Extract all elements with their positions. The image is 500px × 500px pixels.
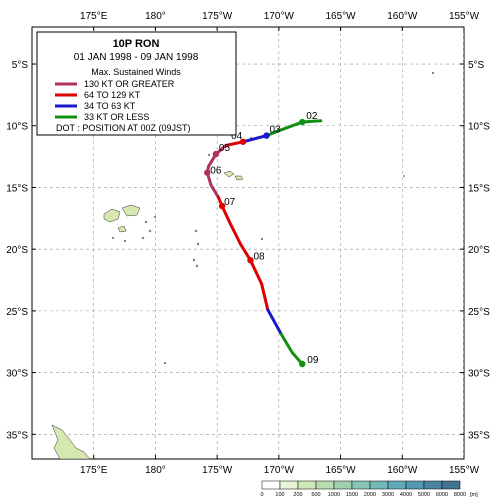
lat-tick-label-left: 10°S xyxy=(6,122,28,133)
lon-tick-label-bottom: 175°E xyxy=(80,465,108,476)
track-segment xyxy=(260,282,270,312)
scale-value: 5000 xyxy=(418,492,430,498)
lat-tick-label-right: 5°S xyxy=(468,60,485,71)
tonga-islands xyxy=(192,229,200,268)
lon-tick-label-bottom: 165°W xyxy=(326,465,357,476)
day-label-04: 04 xyxy=(231,131,243,142)
scale-swatch xyxy=(387,480,407,490)
legend-label-ty: 64 TO 129 KT xyxy=(84,90,141,100)
legend-title: 10P RON xyxy=(113,38,160,50)
scale-value: 500 xyxy=(311,492,320,498)
position-dot-06 xyxy=(204,169,211,176)
day-label-03: 03 xyxy=(270,125,282,136)
scale-value: 1500 xyxy=(346,492,358,498)
day-label-08: 08 xyxy=(253,251,265,262)
scale-swatch xyxy=(423,480,443,490)
position-dot-07 xyxy=(218,202,226,210)
scale-swatch xyxy=(405,480,425,490)
lon-tick-label-top: 175°E xyxy=(80,11,108,22)
scale-swatch xyxy=(333,480,353,490)
axis-ticks: 175°E 175°E 180° 180° 175°W 175°W 170°W 170°W 16… xyxy=(6,11,490,476)
track-segment xyxy=(227,220,243,246)
track-segment xyxy=(266,308,283,336)
day-label-06: 06 xyxy=(210,166,222,177)
scale-value: 4000 xyxy=(400,492,412,498)
lat-tick-label-left: 15°S xyxy=(6,183,28,194)
position-dot-08 xyxy=(247,257,254,264)
scale-swatch xyxy=(261,480,281,490)
lat-tick-label-left: 30°S xyxy=(6,369,28,380)
track-segment xyxy=(277,120,304,133)
scale-swatch xyxy=(315,480,335,490)
lon-tick-label-top: 170°W xyxy=(264,11,295,22)
track-segment xyxy=(241,134,269,144)
islands xyxy=(51,71,435,459)
position-dot-09 xyxy=(299,360,306,368)
track-segment xyxy=(248,258,264,286)
day-label-09: 09 xyxy=(307,355,319,366)
lon-tick-label-bottom: 175°W xyxy=(202,465,233,476)
day-label-05: 05 xyxy=(219,143,231,154)
lat-tick-label-left: 35°S xyxy=(6,430,28,441)
scale-unit: [m] xyxy=(470,492,478,498)
legend-period: 01 JAN 1998 - 09 JAN 1998 xyxy=(74,52,199,63)
lat-tick-label-right: 10°S xyxy=(468,122,490,133)
lat-tick-label-right: 25°S xyxy=(468,307,490,318)
legend-label-st: 130 KT OR GREATER xyxy=(84,79,175,89)
scale-value: 3000 xyxy=(382,492,394,498)
position-dot-03 xyxy=(263,132,270,139)
scale-value: 100 xyxy=(275,492,284,498)
scale-swatch xyxy=(441,480,461,490)
lon-tick-label-top: 175°W xyxy=(202,11,233,22)
lon-tick-label-bottom: 155°W xyxy=(449,465,480,476)
legend-label-td: 33 KT OR LESS xyxy=(84,112,149,122)
scale-swatch xyxy=(297,480,317,490)
scale-value: 1000 xyxy=(328,492,340,498)
scattered-islets xyxy=(163,71,435,365)
scale-value: 2000 xyxy=(364,492,376,498)
lon-tick-label-top: 180° xyxy=(145,11,166,22)
scale-swatch xyxy=(279,480,299,490)
lon-tick-label-top: 165°W xyxy=(326,11,357,22)
lon-tick-label-bottom: 170°W xyxy=(264,465,295,476)
elevation-scale: 0 100 200 500 1000 1500 2000 3000 4000 5000 6000 80… xyxy=(260,480,478,498)
scale-swatch xyxy=(369,480,389,490)
lon-tick-label-bottom: 180° xyxy=(145,465,166,476)
lon-tick-label-top: 160°W xyxy=(387,11,418,22)
track-segment xyxy=(279,332,294,355)
legend-dot-note: DOT : POSITION AT 00Z (09JST) xyxy=(56,123,191,133)
legend-heading: Max. Sustained Winds xyxy=(91,67,181,77)
lat-tick-label-right: 15°S xyxy=(468,183,490,194)
scale-swatch xyxy=(351,480,371,490)
lat-tick-label-right: 30°S xyxy=(468,369,490,380)
scale-value: 0 xyxy=(260,492,263,498)
scale-value: 8000 xyxy=(454,492,466,498)
legend: 10P RON 01 JAN 1998 - 09 JAN 1998 Max. S… xyxy=(36,31,237,136)
position-dot-02 xyxy=(299,118,306,126)
lat-tick-label-right: 35°S xyxy=(468,430,490,441)
lat-tick-label-right: 20°S xyxy=(468,245,490,256)
lon-tick-label-top: 155°W xyxy=(449,11,480,22)
lon-tick-label-bottom: 160°W xyxy=(387,465,418,476)
position-dot-05 xyxy=(212,150,220,158)
legend-label-ts: 34 TO 63 KT xyxy=(84,101,136,111)
day-label-02: 02 xyxy=(306,111,318,122)
new-zealand-coast xyxy=(51,424,91,459)
samoa-islands xyxy=(223,170,244,181)
position-dot-04 xyxy=(239,138,247,145)
track-segment xyxy=(209,183,220,199)
scale-value: 6000 xyxy=(436,492,448,498)
lat-tick-label-left: 5°S xyxy=(12,60,29,71)
day-label-07: 07 xyxy=(224,197,236,208)
lat-tick-label-left: 25°S xyxy=(6,307,28,318)
scale-value: 200 xyxy=(293,492,302,498)
lat-tick-label-left: 20°S xyxy=(6,245,28,256)
fiji-islands xyxy=(103,204,157,243)
